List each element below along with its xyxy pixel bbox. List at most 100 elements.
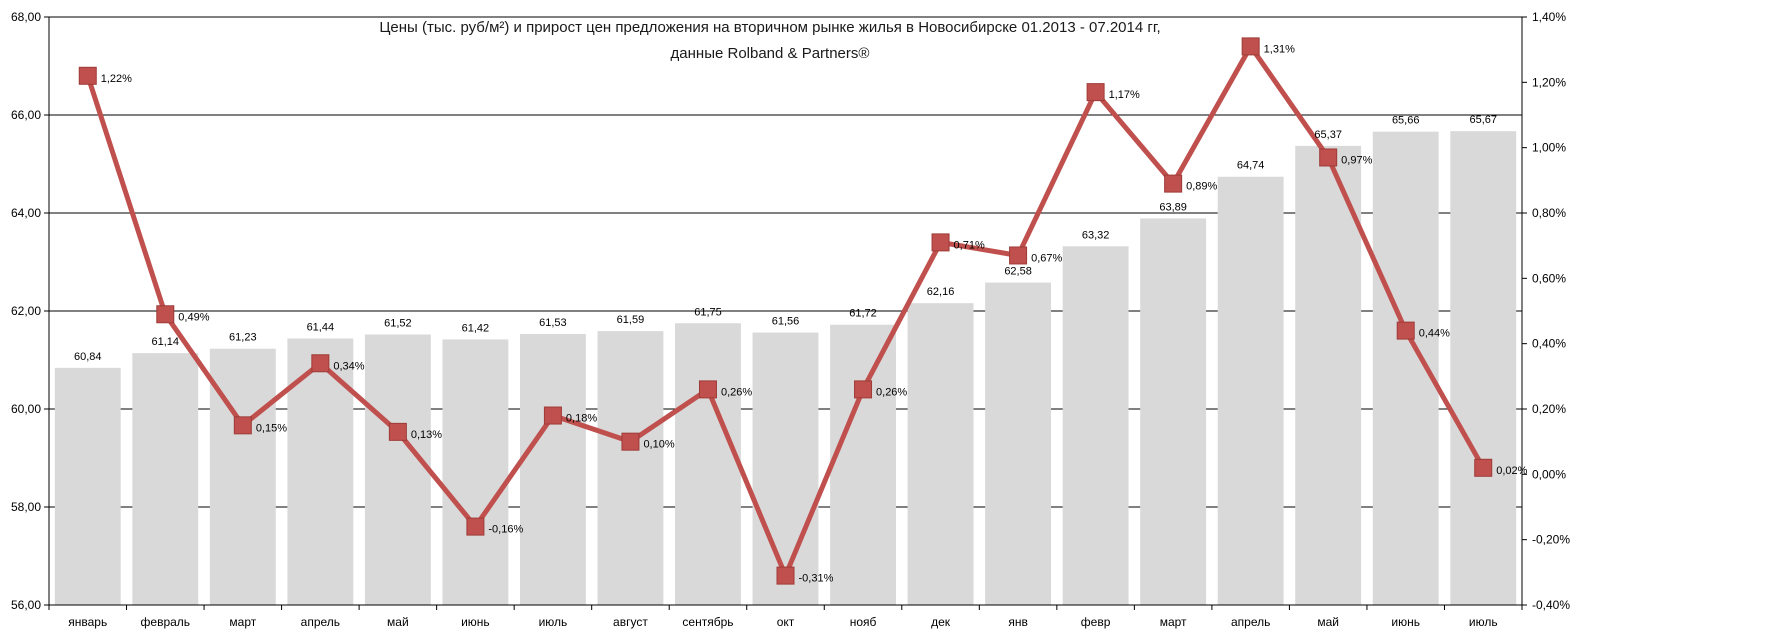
x-tick-label: сентябрь [682, 615, 733, 629]
x-tick-label: июнь [461, 615, 490, 629]
growth-point-marker [311, 354, 330, 373]
price-bar [1062, 246, 1129, 605]
growth-value-label: 0,34% [333, 360, 364, 372]
growth-value-label: 0,13% [411, 429, 442, 441]
price-bar [132, 353, 199, 605]
y-right-tick-label: 0,00% [1532, 467, 1566, 481]
growth-point-marker [854, 380, 873, 399]
price-bar [442, 339, 509, 605]
growth-value-label: 0,44% [1419, 328, 1450, 340]
growth-value-label: -0,31% [799, 573, 834, 585]
price-bar [1295, 145, 1362, 605]
growth-point-marker [1319, 148, 1338, 167]
price-bar [364, 334, 431, 605]
growth-value-label: 0,02% [1496, 465, 1527, 477]
growth-value-label: 0,71% [954, 239, 985, 251]
bar-value-label: 61,42 [462, 322, 490, 334]
price-bar [1140, 218, 1207, 605]
growth-point-marker [1086, 83, 1105, 102]
price-bar [675, 323, 741, 605]
growth-value-label: 0,67% [1031, 252, 1062, 264]
x-tick-label: январь [68, 615, 107, 629]
growth-point-marker [78, 66, 97, 85]
y-right-tick-label: 0,80% [1532, 206, 1566, 220]
y-left-tick-label: 56,00 [11, 598, 41, 612]
price-bar [830, 324, 896, 605]
x-tick-label: июль [539, 615, 568, 629]
y-right-tick-label: 0,60% [1532, 271, 1566, 285]
chart-title: Цены (тыс. руб/м²) и прирост цен предлож… [379, 19, 1160, 36]
growth-point-marker [1164, 174, 1183, 193]
price-bar [1217, 176, 1284, 606]
y-left-tick-label: 66,00 [11, 108, 41, 122]
growth-value-label: 0,26% [721, 386, 752, 398]
growth-value-label: 0,15% [256, 422, 287, 434]
x-tick-label: март [1160, 615, 1187, 629]
x-tick-label: май [1317, 615, 1339, 629]
x-tick-label: август [613, 615, 648, 629]
growth-point-marker [1009, 246, 1028, 265]
x-tick-label: нояб [850, 615, 877, 629]
x-tick-label: апрель [1231, 615, 1270, 629]
growth-point-marker [466, 517, 485, 536]
x-tick-label: окт [777, 615, 795, 629]
growth-point-marker [156, 305, 175, 324]
y-right-tick-label: -0,20% [1532, 533, 1570, 547]
price-bar [985, 282, 1052, 605]
bar-value-label: 61,59 [617, 314, 645, 326]
price-bar [597, 331, 664, 605]
x-tick-label: апрель [301, 615, 340, 629]
bar-value-label: 63,32 [1082, 229, 1110, 241]
y-left-tick-label: 68,00 [11, 10, 41, 24]
growth-point-marker [621, 432, 640, 451]
data-labels: 60,84 61,14 61,23 61,44 61,52 61,42 61,53 61,59… [74, 43, 1528, 584]
growth-point-marker [1241, 37, 1260, 56]
growth-value-label: 0,49% [178, 311, 209, 323]
bar-value-label: 65,67 [1469, 114, 1497, 126]
price-bar [519, 334, 586, 605]
bar-value-label: 61,52 [384, 318, 412, 330]
bar-value-label: 61,72 [849, 308, 877, 320]
y-right-tick-label: 1,20% [1532, 75, 1566, 89]
bar-value-label: 63,89 [1159, 201, 1187, 213]
price-bar [54, 367, 121, 605]
growth-point-marker [1396, 321, 1415, 340]
growth-point-marker [1474, 458, 1493, 477]
price-bars [54, 131, 1517, 606]
y-left-tick-label: 64,00 [11, 206, 41, 220]
growth-value-label: 1,31% [1264, 43, 1295, 55]
growth-value-label: 0,26% [876, 386, 907, 398]
x-tick-label: янв [1008, 615, 1028, 629]
bar-value-label: 64,74 [1237, 160, 1265, 172]
axes: 56,00 58,00 60,00 62,00 64,00 66,00 68,00 -0,40… [11, 10, 1570, 629]
growth-value-label: 0,97% [1341, 154, 1372, 166]
x-tick-label: май [387, 615, 409, 629]
price-bar [907, 303, 974, 605]
x-tick-label: июнь [1391, 615, 1420, 629]
bar-value-label: 62,58 [1004, 266, 1032, 278]
growth-value-label: 1,22% [101, 73, 132, 85]
price-bar [209, 348, 276, 605]
chart-subtitle: данные Rolband & Partners® [671, 45, 870, 62]
bar-value-label: 61,56 [772, 316, 800, 328]
growth-point-marker [698, 380, 717, 399]
growth-point-marker [388, 422, 407, 441]
bar-value-label: 61,44 [307, 321, 335, 333]
growth-value-label: -0,16% [488, 524, 523, 536]
bar-value-label: 61,23 [229, 332, 257, 344]
growth-value-label: 0,18% [566, 413, 597, 425]
growth-value-label: 1,17% [1109, 89, 1140, 101]
x-tick-label: февраль [141, 615, 191, 629]
y-right-tick-label: -0,40% [1532, 598, 1570, 612]
growth-point-marker [931, 233, 950, 252]
y-left-tick-label: 58,00 [11, 500, 41, 514]
y-right-tick-label: 0,20% [1532, 402, 1566, 416]
bar-value-label: 61,75 [694, 306, 722, 318]
growth-point-marker [776, 566, 795, 585]
bar-value-label: 61,53 [539, 317, 567, 329]
growth-line [78, 37, 1493, 585]
y-right-tick-label: 0,40% [1532, 337, 1566, 351]
growth-value-label: 0,10% [643, 439, 674, 451]
growth-point-marker [233, 416, 252, 435]
